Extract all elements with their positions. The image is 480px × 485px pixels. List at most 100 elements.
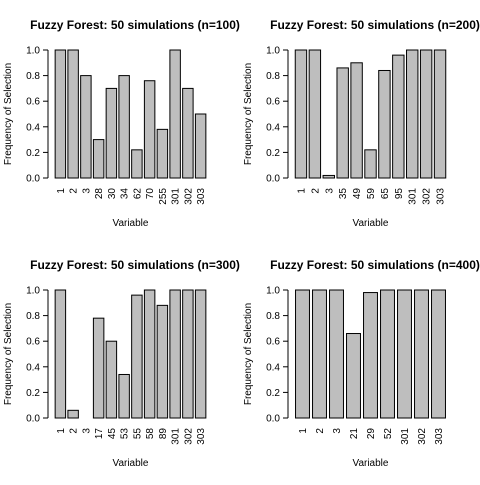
bar bbox=[378, 69, 391, 179]
bar bbox=[169, 49, 181, 179]
x-tick-label: 1 bbox=[298, 428, 309, 434]
bar bbox=[143, 80, 156, 179]
bar bbox=[431, 289, 446, 419]
y-tick-label: 0.4 bbox=[266, 122, 280, 133]
x-axis-label: Variable bbox=[353, 218, 389, 229]
bar bbox=[312, 289, 327, 419]
y-tick-label: 0.2 bbox=[266, 388, 280, 399]
bar bbox=[308, 49, 322, 179]
bar bbox=[392, 54, 405, 179]
bar bbox=[67, 409, 79, 419]
bar bbox=[105, 87, 118, 179]
x-tick-label: 45 bbox=[107, 428, 118, 440]
bar bbox=[346, 333, 361, 419]
x-tick-label: 3 bbox=[81, 188, 92, 194]
bar bbox=[54, 289, 67, 419]
bar bbox=[322, 174, 335, 179]
y-axis-label: Frequency of Selection bbox=[243, 63, 254, 165]
bar bbox=[67, 49, 79, 179]
x-axis-label: Variable bbox=[353, 458, 389, 469]
bar bbox=[182, 87, 194, 179]
bar bbox=[414, 289, 429, 419]
y-tick-label: 0.8 bbox=[266, 311, 280, 322]
x-tick-label: 89 bbox=[158, 428, 169, 440]
chart-panel: Fuzzy Forest: 50 simulations (n=200) 0.0 0… bbox=[243, 18, 480, 229]
x-tick-label: 302 bbox=[417, 428, 428, 445]
x-tick-label: 303 bbox=[436, 188, 447, 205]
bar bbox=[54, 49, 67, 179]
bar bbox=[105, 340, 118, 419]
bar bbox=[131, 294, 143, 419]
y-tick-label: 0.0 bbox=[26, 414, 40, 425]
y-tick-label: 1.0 bbox=[266, 286, 280, 297]
x-tick-label: 59 bbox=[366, 188, 377, 200]
x-tick-label: 2 bbox=[69, 188, 80, 194]
y-tick-label: 0.0 bbox=[26, 174, 40, 185]
x-tick-label: 65 bbox=[380, 188, 391, 200]
x-tick-label: 17 bbox=[94, 428, 105, 440]
x-tick-label: 302 bbox=[183, 428, 194, 445]
x-tick-label: 3 bbox=[332, 428, 343, 434]
x-tick-label: 301 bbox=[171, 188, 182, 205]
chart-title: Fuzzy Forest: 50 simulations (n=300) bbox=[30, 258, 240, 272]
x-tick-label: 2 bbox=[310, 188, 321, 194]
chart-title: Fuzzy Forest: 50 simulations (n=200) bbox=[270, 18, 480, 32]
x-tick-label: 55 bbox=[132, 428, 143, 440]
x-tick-label: 303 bbox=[196, 188, 207, 205]
x-tick-label: 1 bbox=[56, 428, 67, 434]
chart-title: Fuzzy Forest: 50 simulations (n=400) bbox=[270, 258, 480, 272]
y-tick-label: 0.6 bbox=[266, 337, 280, 348]
y-tick-label: 1.0 bbox=[266, 46, 280, 57]
x-tick-label: 49 bbox=[352, 188, 363, 200]
bar bbox=[294, 49, 308, 179]
x-tick-label: 30 bbox=[107, 188, 118, 200]
y-tick-label: 0.6 bbox=[26, 97, 40, 108]
bar bbox=[194, 113, 207, 179]
bar bbox=[156, 128, 169, 179]
x-tick-label: 301 bbox=[400, 428, 411, 445]
x-tick-label: 95 bbox=[394, 188, 405, 200]
y-tick-label: 0.8 bbox=[26, 71, 40, 82]
y-tick-label: 1.0 bbox=[26, 286, 40, 297]
bar bbox=[118, 75, 130, 179]
x-tick-label: 2 bbox=[69, 428, 80, 434]
chart-title: Fuzzy Forest: 50 simulations (n=100) bbox=[30, 18, 240, 32]
bar bbox=[169, 289, 181, 419]
y-tick-label: 0.6 bbox=[266, 97, 280, 108]
bar bbox=[406, 49, 419, 179]
bar bbox=[364, 149, 377, 179]
y-tick-label: 1.0 bbox=[26, 46, 40, 57]
x-tick-label: 70 bbox=[145, 188, 156, 200]
y-tick-label: 0.8 bbox=[26, 311, 40, 322]
bar bbox=[143, 289, 156, 419]
bar bbox=[336, 67, 349, 179]
bar bbox=[363, 292, 378, 419]
bar bbox=[380, 289, 395, 419]
y-axis-label: Frequency of Selection bbox=[3, 63, 14, 165]
y-tick-label: 0.4 bbox=[26, 362, 40, 373]
bar bbox=[194, 289, 207, 419]
bar bbox=[295, 289, 310, 419]
bar bbox=[419, 49, 433, 179]
y-tick-label: 0.4 bbox=[266, 362, 280, 373]
x-tick-label: 34 bbox=[120, 188, 131, 200]
y-tick-label: 0.2 bbox=[266, 148, 280, 159]
bar bbox=[433, 49, 447, 179]
bar bbox=[118, 373, 130, 419]
x-axis-label: Variable bbox=[113, 218, 149, 229]
bar bbox=[92, 317, 105, 419]
y-tick-label: 0.0 bbox=[266, 414, 280, 425]
x-tick-label: 1 bbox=[56, 188, 67, 194]
x-tick-label: 28 bbox=[94, 188, 105, 200]
bar bbox=[156, 304, 169, 419]
x-tick-label: 21 bbox=[349, 428, 360, 440]
bar bbox=[80, 75, 92, 179]
x-tick-label: 62 bbox=[132, 188, 143, 200]
x-axis-label: Variable bbox=[113, 458, 149, 469]
x-tick-label: 53 bbox=[120, 428, 131, 440]
x-tick-label: 2 bbox=[315, 428, 326, 434]
y-tick-label: 0.2 bbox=[26, 388, 40, 399]
x-tick-label: 303 bbox=[434, 428, 445, 445]
x-tick-label: 302 bbox=[183, 188, 194, 205]
